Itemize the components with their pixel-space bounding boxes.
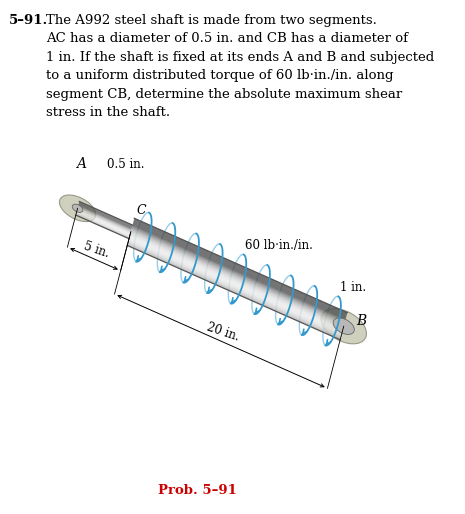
Polygon shape [133, 225, 345, 319]
Polygon shape [76, 212, 130, 236]
Polygon shape [130, 234, 343, 329]
Polygon shape [76, 213, 130, 237]
Polygon shape [134, 219, 347, 315]
Polygon shape [133, 221, 347, 315]
Polygon shape [134, 218, 347, 314]
Polygon shape [77, 211, 130, 235]
Polygon shape [79, 202, 133, 226]
Polygon shape [78, 206, 131, 230]
Polygon shape [131, 231, 344, 326]
Polygon shape [131, 230, 344, 325]
Polygon shape [132, 227, 345, 322]
Polygon shape [77, 212, 130, 235]
Text: 1 in.: 1 in. [340, 281, 366, 294]
Polygon shape [131, 229, 345, 324]
Text: 5–91.: 5–91. [9, 13, 49, 27]
Polygon shape [133, 225, 345, 320]
Polygon shape [78, 206, 132, 230]
Text: The A992 steel shaft is made from two segments.
AC has a diameter of 0.5 in. and: The A992 steel shaft is made from two se… [46, 13, 434, 119]
Text: C: C [136, 204, 146, 216]
Polygon shape [77, 209, 131, 233]
Polygon shape [79, 203, 132, 227]
Ellipse shape [60, 195, 96, 222]
Polygon shape [127, 245, 340, 340]
Polygon shape [78, 208, 131, 232]
Polygon shape [128, 242, 341, 337]
Polygon shape [79, 205, 132, 229]
Polygon shape [131, 232, 344, 327]
Text: 0.5 in.: 0.5 in. [107, 158, 145, 171]
Polygon shape [130, 233, 343, 328]
Polygon shape [133, 221, 346, 316]
Ellipse shape [321, 308, 366, 344]
Polygon shape [77, 210, 131, 233]
Polygon shape [79, 203, 132, 227]
Polygon shape [128, 242, 341, 336]
Text: 20 in.: 20 in. [205, 321, 241, 344]
Polygon shape [77, 210, 130, 234]
Polygon shape [77, 211, 130, 234]
Polygon shape [79, 204, 132, 228]
Polygon shape [132, 229, 345, 323]
Polygon shape [77, 210, 130, 234]
Text: A: A [77, 157, 86, 171]
Polygon shape [133, 222, 346, 317]
Ellipse shape [72, 204, 83, 212]
Polygon shape [132, 226, 345, 321]
Polygon shape [133, 223, 346, 318]
Polygon shape [78, 207, 131, 231]
Polygon shape [128, 243, 341, 338]
Polygon shape [130, 235, 343, 331]
Polygon shape [79, 202, 133, 226]
Polygon shape [131, 230, 344, 325]
Polygon shape [128, 241, 341, 336]
Polygon shape [128, 240, 342, 335]
Polygon shape [78, 208, 131, 231]
Polygon shape [131, 232, 344, 327]
Polygon shape [76, 214, 129, 238]
Polygon shape [129, 236, 343, 332]
Polygon shape [77, 209, 131, 233]
Polygon shape [134, 219, 347, 314]
Polygon shape [79, 205, 132, 229]
Polygon shape [129, 238, 342, 334]
Polygon shape [79, 201, 133, 226]
Polygon shape [127, 244, 340, 339]
Polygon shape [76, 214, 129, 238]
Polygon shape [127, 244, 341, 338]
Polygon shape [77, 209, 131, 232]
Text: 5 in.: 5 in. [82, 240, 111, 261]
Polygon shape [76, 213, 129, 237]
Polygon shape [130, 234, 343, 329]
Text: Prob. 5–91: Prob. 5–91 [159, 484, 237, 497]
Polygon shape [78, 207, 131, 230]
Polygon shape [77, 211, 130, 235]
Polygon shape [76, 214, 129, 237]
Polygon shape [78, 205, 132, 229]
Polygon shape [133, 224, 346, 319]
Polygon shape [77, 212, 130, 236]
Polygon shape [129, 237, 342, 333]
Polygon shape [79, 203, 133, 227]
Polygon shape [76, 215, 129, 238]
Polygon shape [78, 207, 131, 231]
Polygon shape [76, 213, 130, 236]
Polygon shape [133, 223, 346, 317]
Text: B: B [356, 314, 366, 328]
Polygon shape [132, 227, 345, 321]
Polygon shape [132, 228, 345, 323]
Polygon shape [78, 206, 132, 230]
Polygon shape [129, 240, 342, 334]
Polygon shape [129, 238, 342, 333]
Polygon shape [78, 208, 131, 232]
Polygon shape [79, 204, 132, 228]
Ellipse shape [333, 318, 354, 335]
Polygon shape [79, 204, 132, 228]
Text: 60 lb·in./in.: 60 lb·in./in. [245, 239, 313, 252]
Polygon shape [130, 236, 343, 331]
